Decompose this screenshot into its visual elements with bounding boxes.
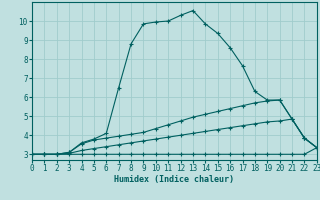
X-axis label: Humidex (Indice chaleur): Humidex (Indice chaleur) bbox=[115, 175, 234, 184]
